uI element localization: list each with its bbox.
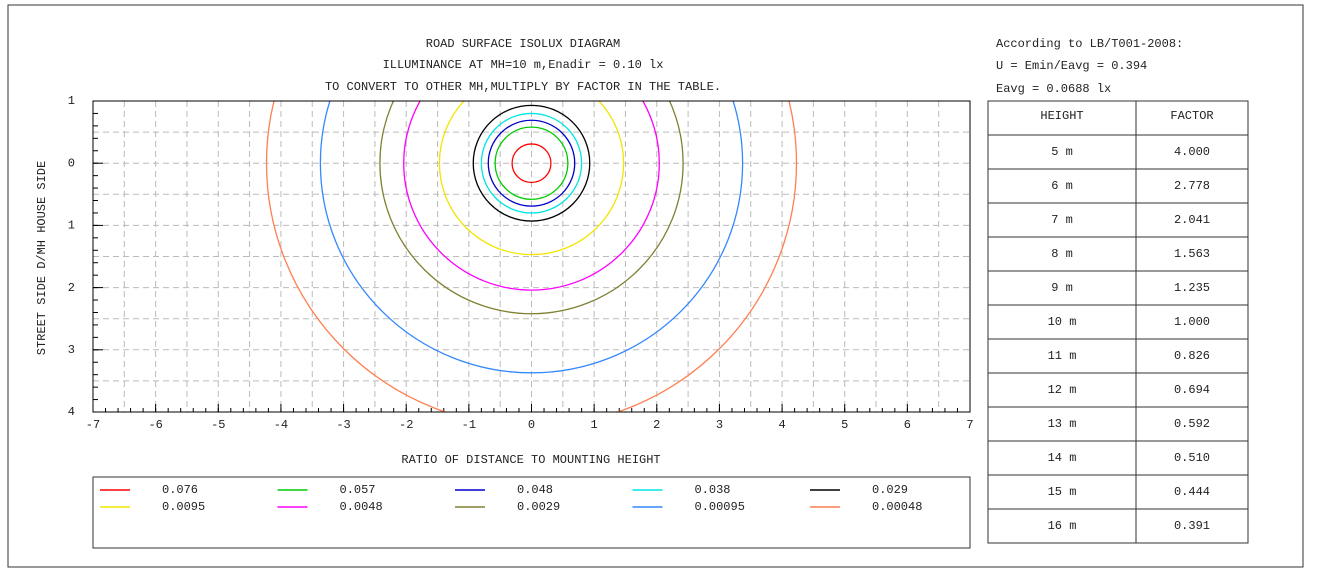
isolux-contour <box>511 143 552 184</box>
table-cell: 2.778 <box>1174 179 1210 193</box>
title: ILLUMINANCE AT MH=10 m,Enadir = 0.10 lx <box>383 58 664 72</box>
x-tick-label: 6 <box>904 418 911 432</box>
table-border <box>987 100 1249 544</box>
table-cell: 1.235 <box>1174 281 1210 295</box>
legend-label: 0.00048 <box>872 500 922 514</box>
legend-box <box>92 476 971 549</box>
table-header: FACTOR <box>1170 109 1213 123</box>
outer-border <box>7 4 1304 568</box>
table-cell: 9 m <box>1051 281 1073 295</box>
table-cell: 13 m <box>1048 417 1077 431</box>
y-tick-label: 4 <box>68 405 75 419</box>
y-axis-label: STREET SIDE D/MH HOUSE SIDE <box>35 161 49 355</box>
isolux-contour <box>265 101 798 412</box>
x-tick-label: -6 <box>148 418 162 432</box>
table-cell: 1.000 <box>1174 315 1210 329</box>
note: U = Emin/Eavg = 0.394 <box>996 59 1147 73</box>
y-tick-label: 2 <box>68 281 75 295</box>
x-tick-label: 5 <box>841 418 848 432</box>
x-axis-label: RATIO OF DISTANCE TO MOUNTING HEIGHT <box>401 453 660 467</box>
legend-label: 0.029 <box>872 483 908 497</box>
table-cell: 0.510 <box>1174 451 1210 465</box>
title: TO CONVERT TO OTHER MH,MULTIPLY BY FACTO… <box>325 80 721 94</box>
x-tick-label: 1 <box>591 418 598 432</box>
isolux-contour <box>438 101 625 256</box>
legend-label: 0.048 <box>517 483 553 497</box>
y-tick-label: 0 <box>68 156 75 170</box>
isolux-contour <box>480 112 583 214</box>
legend-label: 0.057 <box>340 483 376 497</box>
isolux-contour <box>487 119 576 207</box>
x-tick-label: 3 <box>716 418 723 432</box>
y-tick-label: 3 <box>68 343 75 357</box>
legend-label: 0.0029 <box>517 500 560 514</box>
isolux-contour <box>379 101 684 315</box>
title: ROAD SURFACE ISOLUX DIAGRAM <box>426 37 620 51</box>
note: According to LB/T001-2008: <box>996 37 1183 51</box>
plot-frame <box>92 100 971 413</box>
table-cell: 0.391 <box>1174 519 1210 533</box>
x-tick-label: 2 <box>653 418 660 432</box>
isolux-contour <box>319 101 744 374</box>
table-cell: 7 m <box>1051 213 1073 227</box>
table-cell: 0.826 <box>1174 349 1210 363</box>
legend-label: 0.00095 <box>695 500 745 514</box>
table-cell: 5 m <box>1051 145 1073 159</box>
table-cell: 6 m <box>1051 179 1073 193</box>
legend-label: 0.0095 <box>162 500 205 514</box>
table-cell: 14 m <box>1048 451 1077 465</box>
table-header: HEIGHT <box>1040 109 1083 123</box>
x-tick-label: 0 <box>528 418 535 432</box>
table-cell: 8 m <box>1051 247 1073 261</box>
legend-label: 0.076 <box>162 483 198 497</box>
table-cell: 4.000 <box>1174 145 1210 159</box>
note: Eavg = 0.0688 lx <box>996 82 1111 96</box>
x-tick-label: -1 <box>462 418 476 432</box>
table-cell: 12 m <box>1048 383 1077 397</box>
isolux-contour <box>403 101 660 291</box>
table-cell: 0.444 <box>1174 485 1210 499</box>
y-tick-label: 1 <box>68 219 75 233</box>
x-tick-label: -4 <box>274 418 288 432</box>
contours <box>265 101 798 412</box>
table-cell: 10 m <box>1048 315 1077 329</box>
x-tick-label: -2 <box>399 418 413 432</box>
x-tick-label: -3 <box>336 418 350 432</box>
legend-label: 0.038 <box>695 483 731 497</box>
y-tick-label: 1 <box>68 94 75 108</box>
legend-label: 0.0048 <box>340 500 383 514</box>
table-cell: 16 m <box>1048 519 1077 533</box>
table-cell: 0.592 <box>1174 417 1210 431</box>
table-cell: 0.694 <box>1174 383 1210 397</box>
isolux-contour <box>494 126 569 200</box>
x-tick-label: 4 <box>778 418 785 432</box>
table-cell: 11 m <box>1048 349 1077 363</box>
x-tick-label: 7 <box>966 418 973 432</box>
isolux-contour <box>472 104 591 222</box>
table-cell: 15 m <box>1048 485 1077 499</box>
table-cell: 1.563 <box>1174 247 1210 261</box>
x-tick-label: -5 <box>211 418 225 432</box>
table-cell: 2.041 <box>1174 213 1210 227</box>
x-tick-label: -7 <box>86 418 100 432</box>
